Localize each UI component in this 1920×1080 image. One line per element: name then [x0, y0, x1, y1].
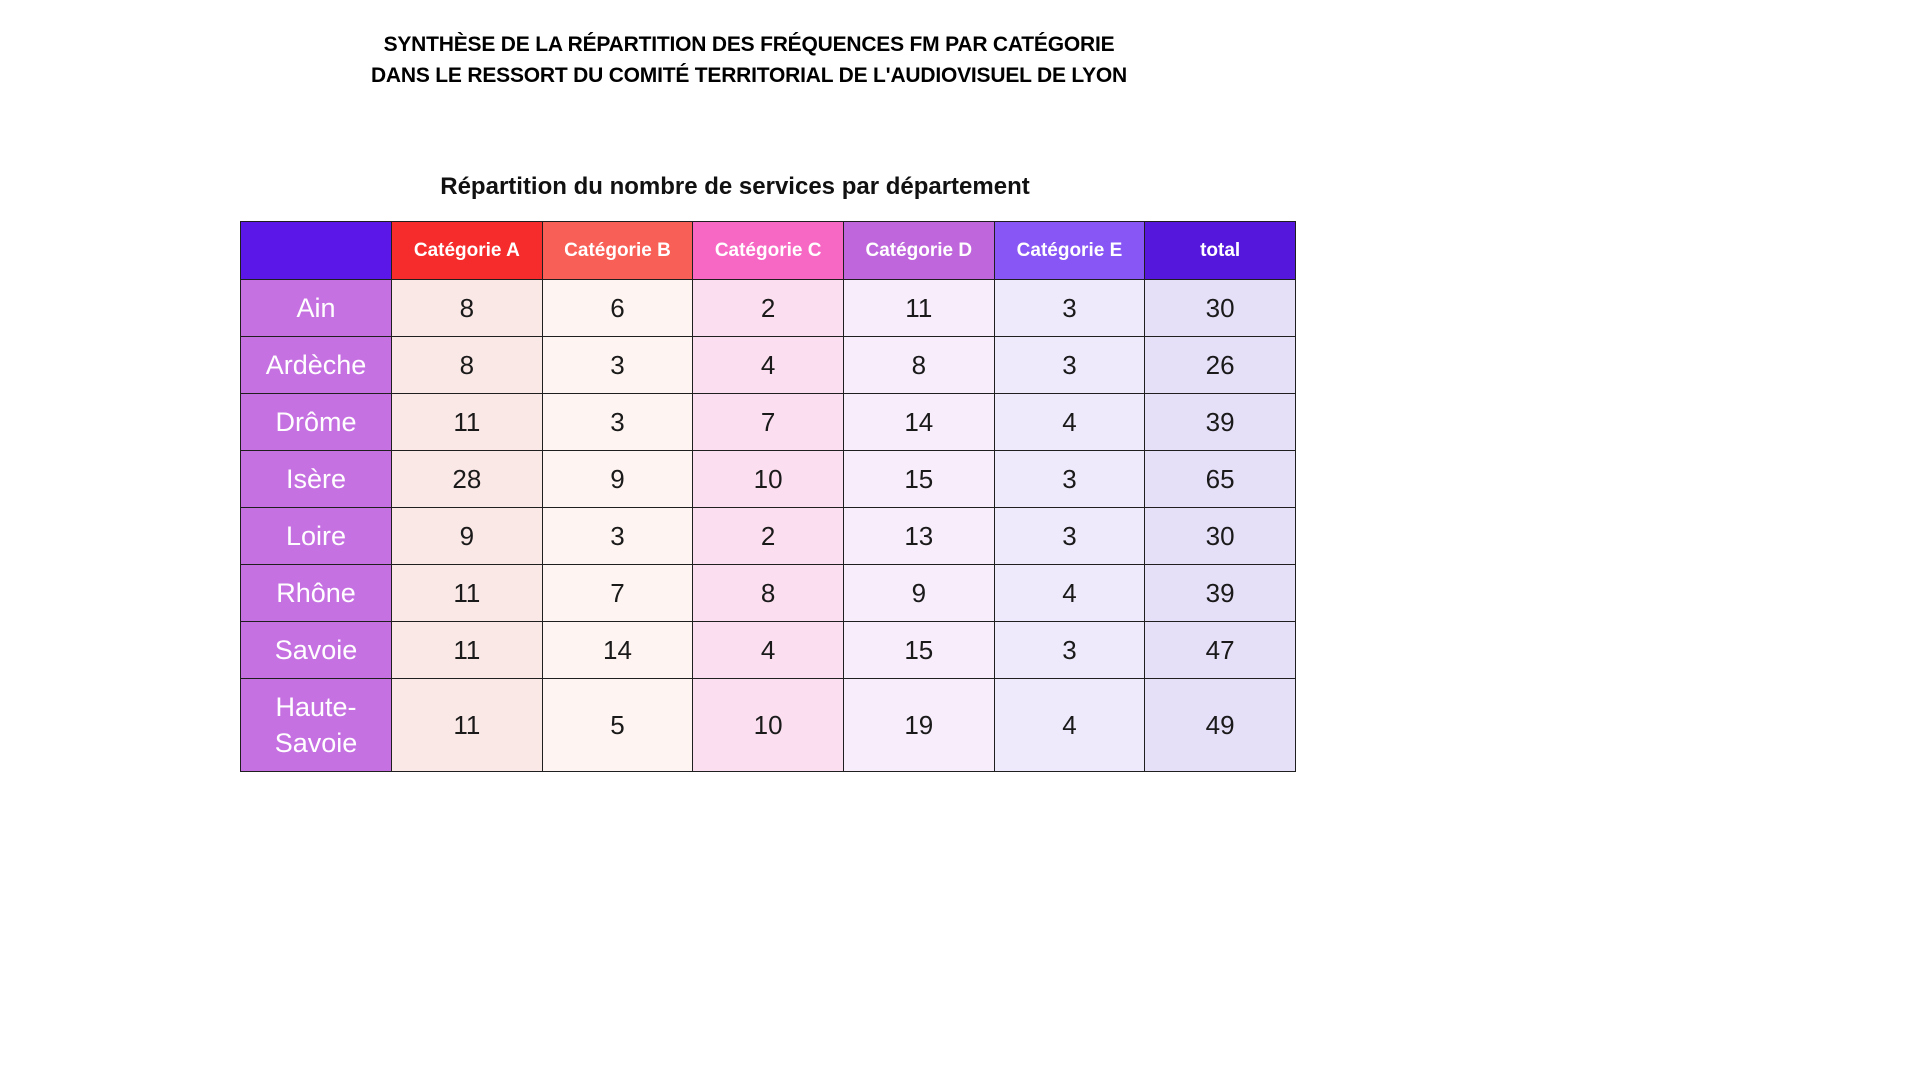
cell-total: 26: [1144, 336, 1296, 394]
cell-categorie-a: 11: [391, 678, 543, 772]
page-title-line1: SYNTHÈSE DE LA RÉPARTITION DES FRÉQUENCE…: [383, 33, 1115, 56]
row-label: Haute-Savoie: [240, 678, 392, 772]
cell-categorie-d: 14: [842, 393, 995, 451]
frequency-table: Catégorie A Catégorie B Catégorie C Caté…: [240, 221, 1296, 772]
cell-categorie-a: 11: [391, 564, 543, 622]
cell-categorie-d: 15: [842, 450, 995, 508]
cell-categorie-b: 14: [541, 621, 694, 679]
table-header-row: Catégorie A Catégorie B Catégorie C Caté…: [240, 221, 1296, 280]
table-row-savoie: Savoie 11 14 4 15 3 47: [240, 621, 1296, 679]
cell-categorie-d: 8: [842, 336, 995, 394]
column-header-categorie-e: Catégorie E: [993, 221, 1146, 280]
cell-categorie-a: 28: [391, 450, 543, 508]
cell-categorie-b: 6: [541, 279, 694, 337]
row-label: Drôme: [240, 393, 392, 451]
table-row-ardeche: Ardèche 8 3 4 8 3 26: [240, 336, 1296, 394]
cell-categorie-e: 3: [993, 507, 1146, 565]
cell-categorie-e: 3: [993, 279, 1146, 337]
page-title-line2: DANS LE RESSORT DU COMITÉ TERRITORIAL DE…: [370, 64, 1128, 87]
row-label: Savoie: [240, 621, 392, 679]
cell-categorie-d: 9: [842, 564, 995, 622]
cell-categorie-b: 9: [541, 450, 694, 508]
cell-categorie-d: 19: [842, 678, 995, 772]
cell-categorie-c: 7: [692, 393, 844, 451]
cell-total: 39: [1144, 564, 1296, 622]
row-label: Rhône: [240, 564, 392, 622]
table-title: Répartition du nombre de services par dé…: [440, 173, 1030, 200]
cell-total: 30: [1144, 507, 1296, 565]
cell-categorie-a: 8: [391, 336, 543, 394]
column-header-total: total: [1144, 221, 1296, 280]
cell-categorie-e: 4: [993, 678, 1146, 772]
cell-categorie-c: 2: [692, 279, 844, 337]
column-header-categorie-c: Catégorie C: [692, 221, 844, 280]
row-label: Ain: [240, 279, 392, 337]
cell-total: 39: [1144, 393, 1296, 451]
table-row-rhone: Rhône 11 7 8 9 4 39: [240, 564, 1296, 622]
cell-categorie-b: 7: [541, 564, 694, 622]
page-title: SYNTHÈSE DE LA RÉPARTITION DES FRÉQUENCE…: [0, 29, 1498, 91]
cell-categorie-a: 9: [391, 507, 543, 565]
cell-categorie-c: 10: [692, 450, 844, 508]
cell-categorie-a: 11: [391, 621, 543, 679]
cell-categorie-b: 5: [541, 678, 694, 772]
cell-categorie-e: 3: [993, 621, 1146, 679]
cell-categorie-c: 10: [692, 678, 844, 772]
cell-categorie-b: 3: [541, 507, 694, 565]
cell-categorie-c: 4: [692, 621, 844, 679]
cell-categorie-d: 13: [842, 507, 995, 565]
cell-total: 47: [1144, 621, 1296, 679]
row-label: Isère: [240, 450, 392, 508]
cell-categorie-d: 11: [842, 279, 995, 337]
table-row-isere: Isère 28 9 10 15 3 65: [240, 450, 1296, 508]
cell-categorie-b: 3: [541, 336, 694, 394]
row-label: Ardèche: [240, 336, 392, 394]
corner-cell: [240, 221, 392, 280]
cell-categorie-e: 4: [993, 564, 1146, 622]
cell-total: 49: [1144, 678, 1296, 772]
cell-categorie-b: 3: [541, 393, 694, 451]
cell-categorie-e: 3: [993, 336, 1146, 394]
table-row-drome: Drôme 11 3 7 14 4 39: [240, 393, 1296, 451]
cell-categorie-d: 15: [842, 621, 995, 679]
column-header-categorie-d: Catégorie D: [842, 221, 995, 280]
cell-categorie-c: 4: [692, 336, 844, 394]
cell-categorie-a: 8: [391, 279, 543, 337]
table-row-haute-savoie: Haute-Savoie 11 5 10 19 4 49: [240, 678, 1296, 772]
cell-categorie-c: 8: [692, 564, 844, 622]
column-header-categorie-b: Catégorie B: [541, 221, 694, 280]
column-header-categorie-a: Catégorie A: [391, 221, 543, 280]
table-row-loire: Loire 9 3 2 13 3 30: [240, 507, 1296, 565]
cell-categorie-a: 11: [391, 393, 543, 451]
cell-categorie-e: 3: [993, 450, 1146, 508]
row-label: Loire: [240, 507, 392, 565]
cell-categorie-c: 2: [692, 507, 844, 565]
table-row-ain: Ain 8 6 2 11 3 30: [240, 279, 1296, 337]
cell-categorie-e: 4: [993, 393, 1146, 451]
cell-total: 65: [1144, 450, 1296, 508]
cell-total: 30: [1144, 279, 1296, 337]
